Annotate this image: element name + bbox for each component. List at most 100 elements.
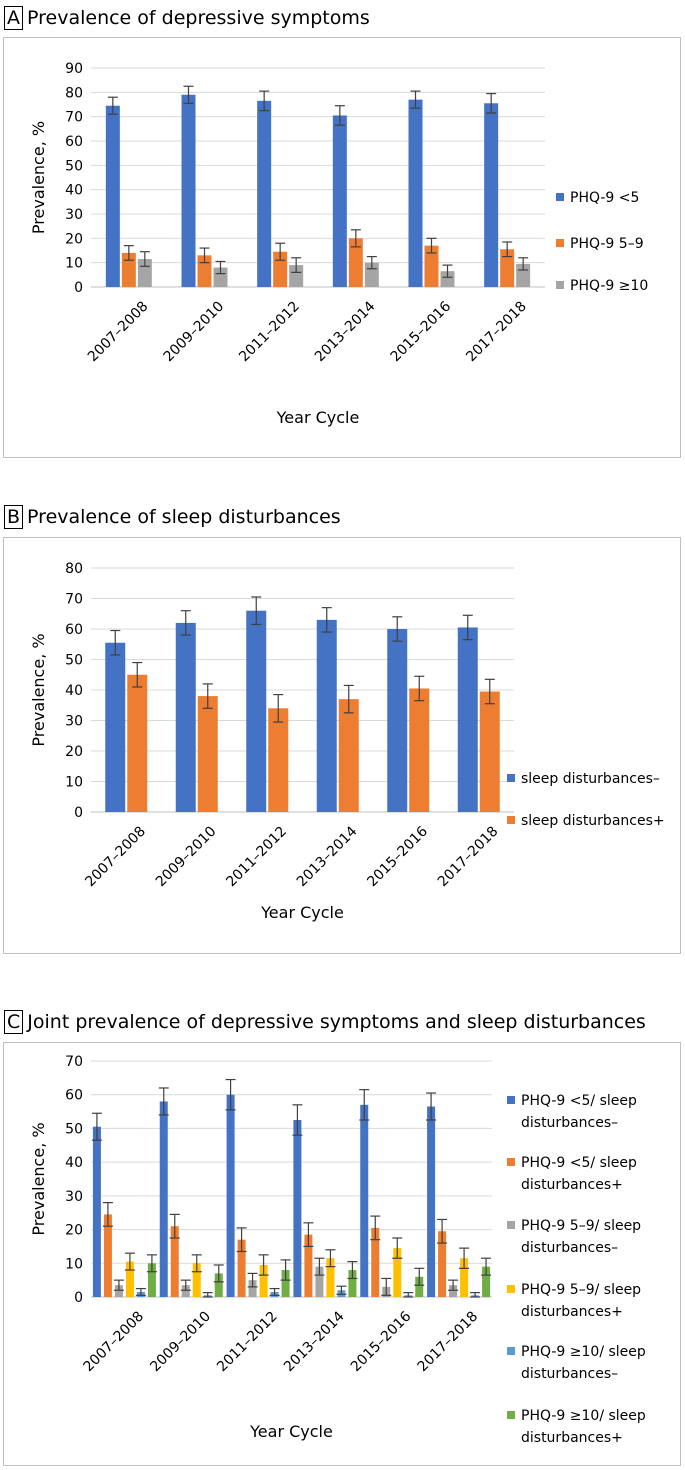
panel-a-y-tick-label: 70 <box>65 110 83 126</box>
panel-c-y-tick-label: 20 <box>65 1223 83 1239</box>
panel-c-y-tick-label: 70 <box>65 1054 83 1070</box>
panel-c-x-axis-title: Year Cycle <box>249 1422 333 1441</box>
panel-c-bar <box>181 1285 190 1297</box>
panel-a-bar <box>181 94 196 287</box>
panel-a-bar <box>257 100 272 287</box>
panel-c-bar <box>393 1248 402 1297</box>
panel-c-bar <box>482 1266 491 1297</box>
panel-b-y-tick-label: 30 <box>65 714 83 730</box>
panel-c-legend-label: disturbances– <box>521 1115 618 1131</box>
panel-c-legend-label: PHQ-9 ≥10/ sleep <box>521 1408 646 1424</box>
panel-a-bar <box>424 245 439 287</box>
panel-a-title-text: Prevalence of depressive symptoms <box>27 7 370 29</box>
panel-c-bar <box>192 1263 201 1297</box>
panel-b-bar <box>316 619 337 812</box>
panel-c-bar <box>226 1094 235 1297</box>
panel-b-x-tick-label: 2007–2008 <box>82 823 149 890</box>
panel-c-bar <box>159 1101 168 1297</box>
panel-b-x-tick-label: 2011–2012 <box>223 823 290 890</box>
panel-c-bar <box>360 1104 369 1297</box>
panel-a-y-tick-label: 20 <box>65 231 83 247</box>
panel-b-bar <box>409 688 430 812</box>
panel-c-legend-label: PHQ-9 5–9/ sleep <box>521 1282 641 1298</box>
panel-b-title-text: Prevalence of sleep disturbances <box>27 506 341 528</box>
panel-c-x-tick-label: 2011–2012 <box>214 1308 281 1375</box>
panel-c-y-tick-label: 40 <box>65 1155 83 1171</box>
panel-b-y-axis-title: Prevalence, % <box>29 633 48 746</box>
panel-b-y-tick-label: 20 <box>65 744 83 760</box>
panel-b-bar <box>479 691 500 812</box>
panel-c-bar <box>170 1226 179 1297</box>
panel-a-chart: 0 10 20 30 40 50 60 70 80 90 2007–2008 2009–2010 201… <box>3 37 681 458</box>
panel-b-legend-label: sleep disturbances– <box>521 771 660 787</box>
panel-c-legend-swatch <box>507 1221 515 1229</box>
panel-a-y-tick-label: 60 <box>65 134 83 150</box>
panel-b-x-axis-title: Year Cycle <box>260 903 344 922</box>
panel-c-legend-swatch <box>507 1285 515 1293</box>
panel-a-legend-label: PHQ-9 5–9 <box>570 236 644 252</box>
panel-b-title: B Prevalence of sleep disturbances <box>4 505 341 529</box>
panel-c-y-tick-label: 50 <box>65 1121 83 1137</box>
panel-c-legend-swatch <box>507 1096 515 1104</box>
panel-c-bar <box>92 1126 101 1297</box>
panel-c-title-text: Joint prevalence of depressive symptoms … <box>27 1011 646 1033</box>
panel-c-legend-label: disturbances– <box>521 1240 618 1256</box>
panel-a-x-tick-label: 2013–2014 <box>312 298 379 365</box>
panel-c-legend-label: PHQ-9 5–9/ sleep <box>521 1218 641 1234</box>
panel-a-y-axis-title: Prevalence, % <box>29 121 48 234</box>
panel-c-bar <box>214 1273 223 1297</box>
panel-a-legend-label: PHQ-9 <5 <box>570 190 639 206</box>
panel-b-bar <box>127 674 148 812</box>
panel-c-legend-label: disturbances+ <box>521 1304 623 1320</box>
panel-b-x-tick-label: 2009–2010 <box>153 823 220 890</box>
panel-a-bar <box>213 267 228 287</box>
panel-c-bar <box>281 1270 290 1297</box>
panel-a-y-tick-label: 80 <box>65 85 83 101</box>
panel-a-bar <box>105 105 120 287</box>
panel-b-bar <box>457 627 478 812</box>
panel-c-bar <box>293 1120 302 1297</box>
panel-c-x-tick-label: 2013–2014 <box>281 1308 348 1375</box>
panel-c-svg: 0 10 20 30 40 50 60 70 2007–2008 2009–2010 2011–20… <box>29 1054 646 1446</box>
panel-c-bar <box>460 1258 469 1297</box>
panel-b-bar <box>105 642 126 812</box>
panel-a-y-tick-label: 50 <box>65 158 83 174</box>
panel-a-x-tick-label: 2009–2010 <box>161 298 228 365</box>
panel-b-bar <box>197 696 218 812</box>
panel-a-x-tick-label: 2007–2008 <box>85 298 152 365</box>
panel-a-bar <box>408 99 423 287</box>
panel-a-legend-swatch <box>556 239 564 247</box>
panel-c-bar <box>304 1234 313 1297</box>
panel-b-y-tick-label: 10 <box>65 775 83 791</box>
panel-c-bar <box>438 1231 447 1297</box>
panel-c-x-tick-label: 2017–2018 <box>415 1308 482 1375</box>
panel-c-bar <box>348 1270 357 1297</box>
panel-c-bar <box>415 1276 424 1297</box>
panel-c-legend-label: disturbances– <box>521 1366 618 1382</box>
panel-c-bar <box>259 1264 268 1297</box>
panel-a-x-axis-title: Year Cycle <box>276 408 360 427</box>
panel-c-bar <box>147 1263 156 1297</box>
panel-c-legend-swatch <box>507 1411 515 1419</box>
panel-a-y-tick-label: 30 <box>65 207 83 223</box>
panel-b-bar <box>338 699 359 812</box>
panel-b-legend-swatch <box>507 774 515 782</box>
panel-c-y-axis-title: Prevalence, % <box>29 1122 48 1235</box>
panel-b-y-tick-label: 60 <box>65 622 83 638</box>
panel-b-letter: B <box>4 505 24 529</box>
panel-b-legend-label: sleep disturbances+ <box>521 813 665 829</box>
panel-b-y-tick-label: 50 <box>65 653 83 669</box>
panel-a-bar <box>197 255 212 287</box>
panel-a-y-tick-label: 0 <box>74 280 83 296</box>
panel-c-legend-swatch <box>507 1158 515 1166</box>
panel-b-svg: 0 10 20 30 40 50 60 70 80 2007–2008 2009–2010 2011–… <box>29 561 665 922</box>
panel-c-bar <box>125 1261 134 1297</box>
panel-c-letter: C <box>4 1010 24 1034</box>
panel-c-x-tick-label: 2015–2016 <box>348 1308 415 1375</box>
panel-b-y-tick-label: 80 <box>65 561 83 577</box>
panel-b-chart: 0 10 20 30 40 50 60 70 80 2007–2008 2009–2010 2011–… <box>3 537 681 954</box>
panel-c-y-tick-label: 10 <box>65 1256 83 1272</box>
panel-c-bar <box>427 1106 436 1297</box>
panel-b-x-tick-label: 2015–2016 <box>364 823 431 890</box>
